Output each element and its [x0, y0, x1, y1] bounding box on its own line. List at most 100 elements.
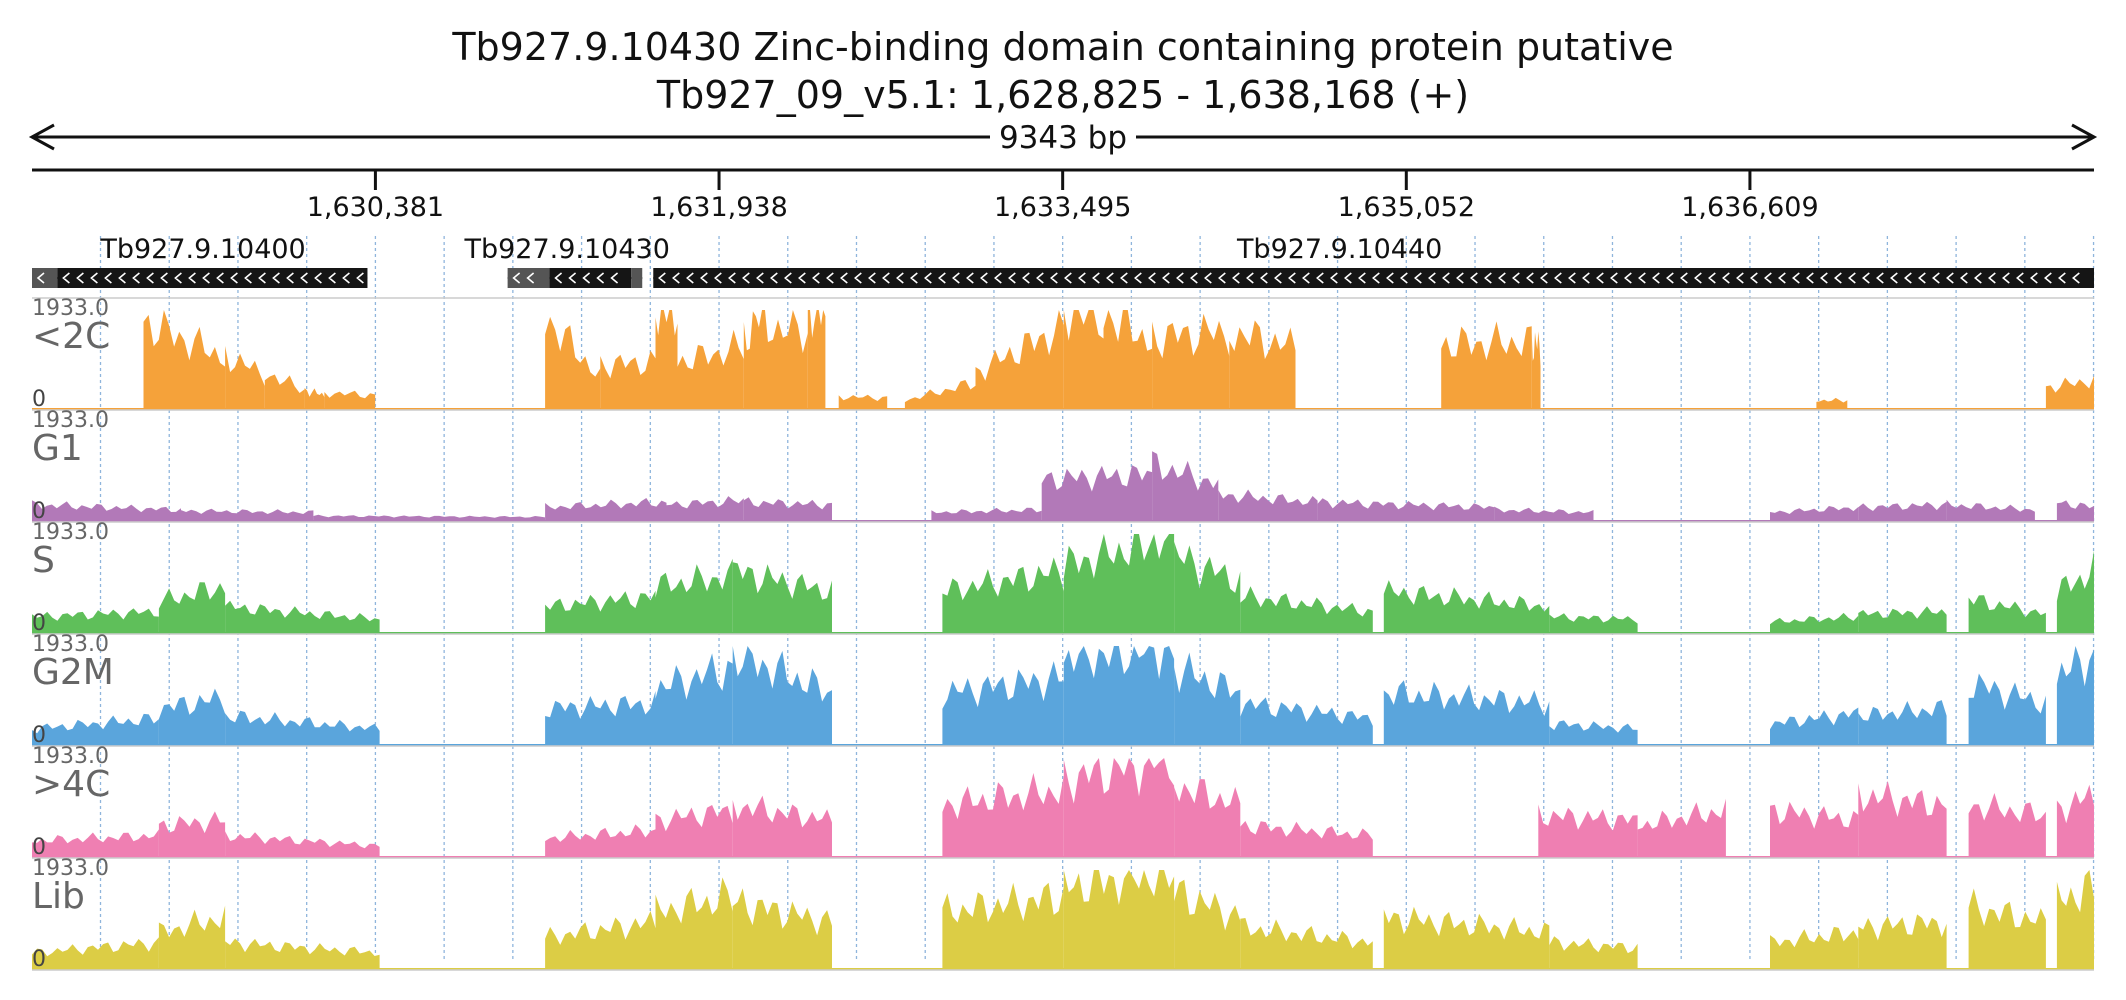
- coverage-area: [2056, 784, 2094, 856]
- span-arrow-left: [28, 123, 55, 151]
- coverage-area: [1229, 320, 1296, 408]
- coverage-area: [655, 558, 733, 632]
- track-name: G1: [32, 428, 83, 469]
- coverage-area: [225, 710, 380, 744]
- coverage-area: [1103, 310, 1153, 408]
- track-s: 1933.0 0 S: [32, 520, 2094, 636]
- coverage-area: [666, 496, 744, 520]
- coverage-area: [1174, 879, 1241, 968]
- coverage-area: [158, 582, 226, 632]
- coverage-area: [807, 310, 826, 408]
- coverage-area: [931, 507, 1042, 520]
- coverage-area: [732, 888, 832, 968]
- track-min-label: 0: [32, 499, 46, 524]
- coverage-area: [942, 882, 1064, 968]
- track-max-label: 1933.0: [32, 856, 109, 881]
- coverage-area: [32, 608, 159, 632]
- coverage-area: [1383, 906, 1550, 968]
- coverage-area: [1063, 758, 1175, 856]
- figure-title: Tb927.9.10430 Zinc-binding domain contai…: [451, 25, 1673, 69]
- span-label: 9343 bp: [999, 120, 1127, 156]
- coverage-area: [1946, 499, 2035, 520]
- coverage-area: [942, 661, 1064, 744]
- coverage-area: [655, 653, 733, 744]
- coverage-area: [32, 500, 181, 520]
- coverage-area: [313, 514, 546, 520]
- track-min-label: 0: [32, 835, 46, 860]
- coverage-area: [2056, 646, 2094, 744]
- track-min-label: 0: [32, 947, 46, 972]
- coverage-area: [743, 310, 768, 408]
- coverage-area: [1858, 700, 1947, 744]
- coverage-area: [1174, 779, 1241, 856]
- coverage-area: [1174, 541, 1241, 632]
- coverage-area: [1383, 680, 1550, 744]
- coverage-area: [1968, 888, 2046, 968]
- coverage-area: [975, 310, 1064, 408]
- coverage-area: [1858, 501, 1947, 520]
- track-lt2c: 1933.0 0 <2C: [32, 296, 2094, 412]
- coverage-area: [1240, 821, 1373, 856]
- coverage-area: [225, 600, 380, 632]
- coverage-area: [1240, 918, 1373, 968]
- coverage-area: [743, 497, 832, 520]
- coverage-area: [1538, 804, 1638, 856]
- gene-label: Tb927.9.10400: [99, 234, 305, 265]
- coverage-area: [225, 831, 380, 856]
- coverage-area: [304, 388, 325, 408]
- strand-chevrons: [36, 272, 45, 284]
- coverage-area: [181, 508, 314, 520]
- coverage-area: [545, 824, 656, 856]
- track-g1: 1933.0 0 G1: [32, 408, 2094, 524]
- coverage-area: [1152, 313, 1230, 408]
- strand-chevrons: [512, 272, 535, 284]
- coverage-area: [655, 877, 733, 968]
- track-max-label: 1933.0: [32, 296, 109, 321]
- coverage-area: [732, 795, 832, 856]
- coverage-area: [1968, 793, 2046, 856]
- coverage-area: [942, 557, 1064, 632]
- axis-tick-label: 1,630,381: [307, 192, 444, 223]
- coverage-area: [732, 562, 832, 632]
- coverage-area: [2056, 500, 2094, 520]
- coverage-area: [143, 310, 226, 408]
- span-indicator: 9343 bp: [28, 120, 2098, 156]
- coverage-area: [768, 310, 808, 408]
- gene-exon-block: [32, 268, 58, 288]
- coverage-area: [1317, 498, 1495, 520]
- coverage-area: [1383, 580, 1550, 632]
- coverage-area: [677, 329, 744, 408]
- coverage-area: [1549, 720, 1638, 744]
- coverage-area: [942, 773, 1064, 856]
- coverage-area: [1770, 801, 1859, 856]
- coverage-area: [838, 394, 888, 408]
- track-min-label: 0: [32, 723, 46, 748]
- coverage-area: [1041, 465, 1153, 520]
- coverage-area: [1858, 914, 1947, 968]
- coverage-area: [1549, 936, 1638, 968]
- coverage-area: [1240, 697, 1373, 744]
- coverage-area: [32, 829, 159, 856]
- axis-ticks: 1,630,381 1,631,938 1,633,495 1,635,052 1,63…: [307, 170, 1819, 223]
- track-name: <2C: [32, 316, 110, 357]
- figure-subtitle: Tb927_09_v5.1: 1,628,825 - 1,638,168 (+): [656, 73, 1469, 117]
- coverage-area: [1494, 506, 1594, 520]
- coverage-area: [1531, 331, 1541, 408]
- coverage-area: [545, 911, 656, 968]
- track-max-label: 1933.0: [32, 632, 109, 657]
- coverage-area: [2056, 550, 2094, 632]
- track-lib: 1933.0 0 Lib: [32, 856, 2094, 972]
- coverage-area: [732, 646, 832, 744]
- coverage-area: [158, 905, 226, 968]
- coverage-area: [1063, 534, 1175, 632]
- coverage-area: [655, 805, 733, 856]
- coverage-area: [904, 380, 976, 408]
- coverage-area: [158, 811, 226, 856]
- coverage-area: [264, 374, 305, 408]
- coverage-area: [32, 937, 159, 968]
- coverage-area: [1549, 613, 1638, 632]
- coverage-area: [225, 346, 265, 408]
- span-arrow-right: [2071, 123, 2098, 151]
- gene-track: Tb927.9.10400 Tb927.9.10430 Tb927.9.10440: [32, 234, 2094, 288]
- coverage-area: [655, 310, 678, 408]
